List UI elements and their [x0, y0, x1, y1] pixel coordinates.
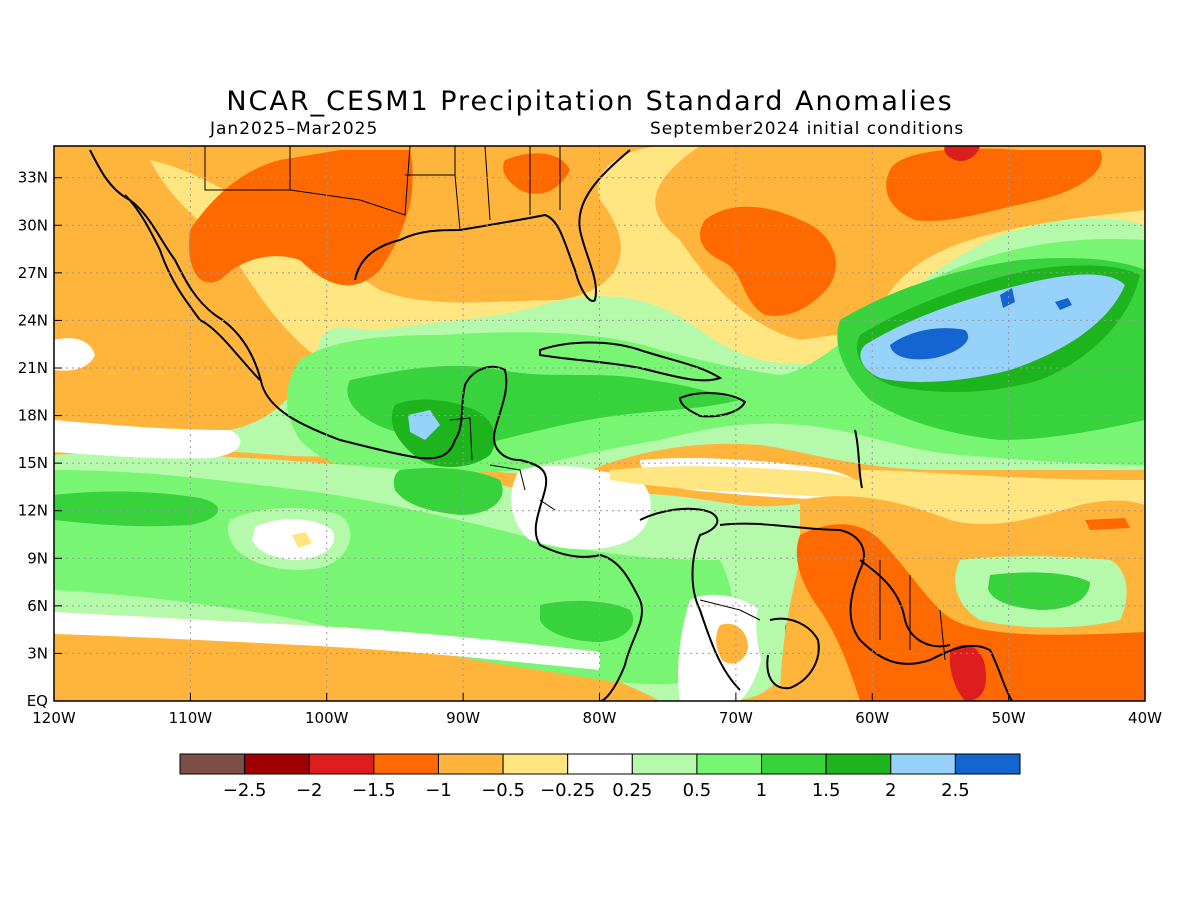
colorbar-label: −2.5 [223, 780, 267, 801]
forecast-period: Jan2025–Mar2025 [210, 119, 379, 139]
lat-tick-label: 18N [18, 407, 48, 425]
colorbar-swatch [567, 753, 633, 775]
colorbar-swatch [502, 753, 569, 775]
colorbar-label: 2.5 [941, 780, 970, 801]
colorbar-label: 1 [756, 780, 767, 801]
colorbar-label: 0.25 [612, 780, 652, 801]
lon-tick-label: 120W [32, 709, 76, 727]
colorbar-label: −2 [296, 780, 323, 801]
colorbar-swatch [825, 753, 892, 775]
lat-tick-label: 9N [27, 549, 48, 567]
lat-tick-label: 6N [27, 597, 48, 615]
lon-tick-label: 80W [583, 709, 617, 727]
colorbar-label: 1.5 [812, 780, 841, 801]
initial-conditions: September2024 initial conditions [650, 119, 965, 139]
lat-tick-label: 24N [18, 311, 48, 329]
graticule [54, 146, 1145, 701]
lat-tick-label: 12N [18, 502, 48, 520]
lat-tick-label: 30N [18, 216, 48, 234]
colorbar-label: −0.25 [540, 780, 595, 801]
colorbar-swatch [373, 753, 439, 775]
lon-tick-label: 50W [992, 709, 1026, 727]
map-title: NCAR_CESM1 Precipitation Standard Anomal… [226, 86, 954, 117]
borders [204, 146, 946, 661]
lat-tick-label: 27N [18, 264, 48, 282]
colorbar-swatch [244, 753, 310, 775]
colorbar-label: −0.5 [481, 780, 525, 801]
lat-tick-label: 3N [27, 644, 48, 662]
lon-tick-label: 70W [719, 709, 753, 727]
lat-tick-label: EQ [27, 692, 48, 710]
colorbar-swatch [890, 753, 956, 775]
lon-tick-label: 90W [446, 709, 480, 727]
colorbar-swatch [696, 753, 763, 775]
colorbar-label: 2 [885, 780, 896, 801]
lon-tick-label: 110W [169, 709, 213, 727]
colorbar-swatch [631, 753, 698, 775]
lat-tick-label: 33N [18, 169, 48, 187]
lon-tick-label: 100W [305, 709, 349, 727]
lat-tick-label: 21N [18, 359, 48, 377]
colorbar: −2.5 −2 −1.5 −1 −0.5 −0.25 0.25 0.5 1 1.5 2 2.5 [179, 753, 1021, 801]
axis-ticks: 120W 110W 100W 90W 80W 70W 60W 50W 40W 33N 30N 27N 2… [18, 169, 1162, 727]
colorbar-swatch [954, 753, 1021, 775]
colorbar-label: −1.5 [352, 780, 396, 801]
colorbar-swatch [761, 753, 827, 775]
lon-tick-label: 60W [855, 709, 889, 727]
colorbar-swatch [179, 753, 246, 775]
lon-tick-label: 40W [1128, 709, 1162, 727]
coastlines [89, 149, 1013, 701]
lat-tick-label: 15N [18, 454, 48, 472]
colorbar-swatch [437, 753, 504, 775]
colorbar-swatch [308, 753, 375, 775]
colorbar-label: 0.5 [683, 780, 712, 801]
colorbar-label: −1 [425, 780, 452, 801]
